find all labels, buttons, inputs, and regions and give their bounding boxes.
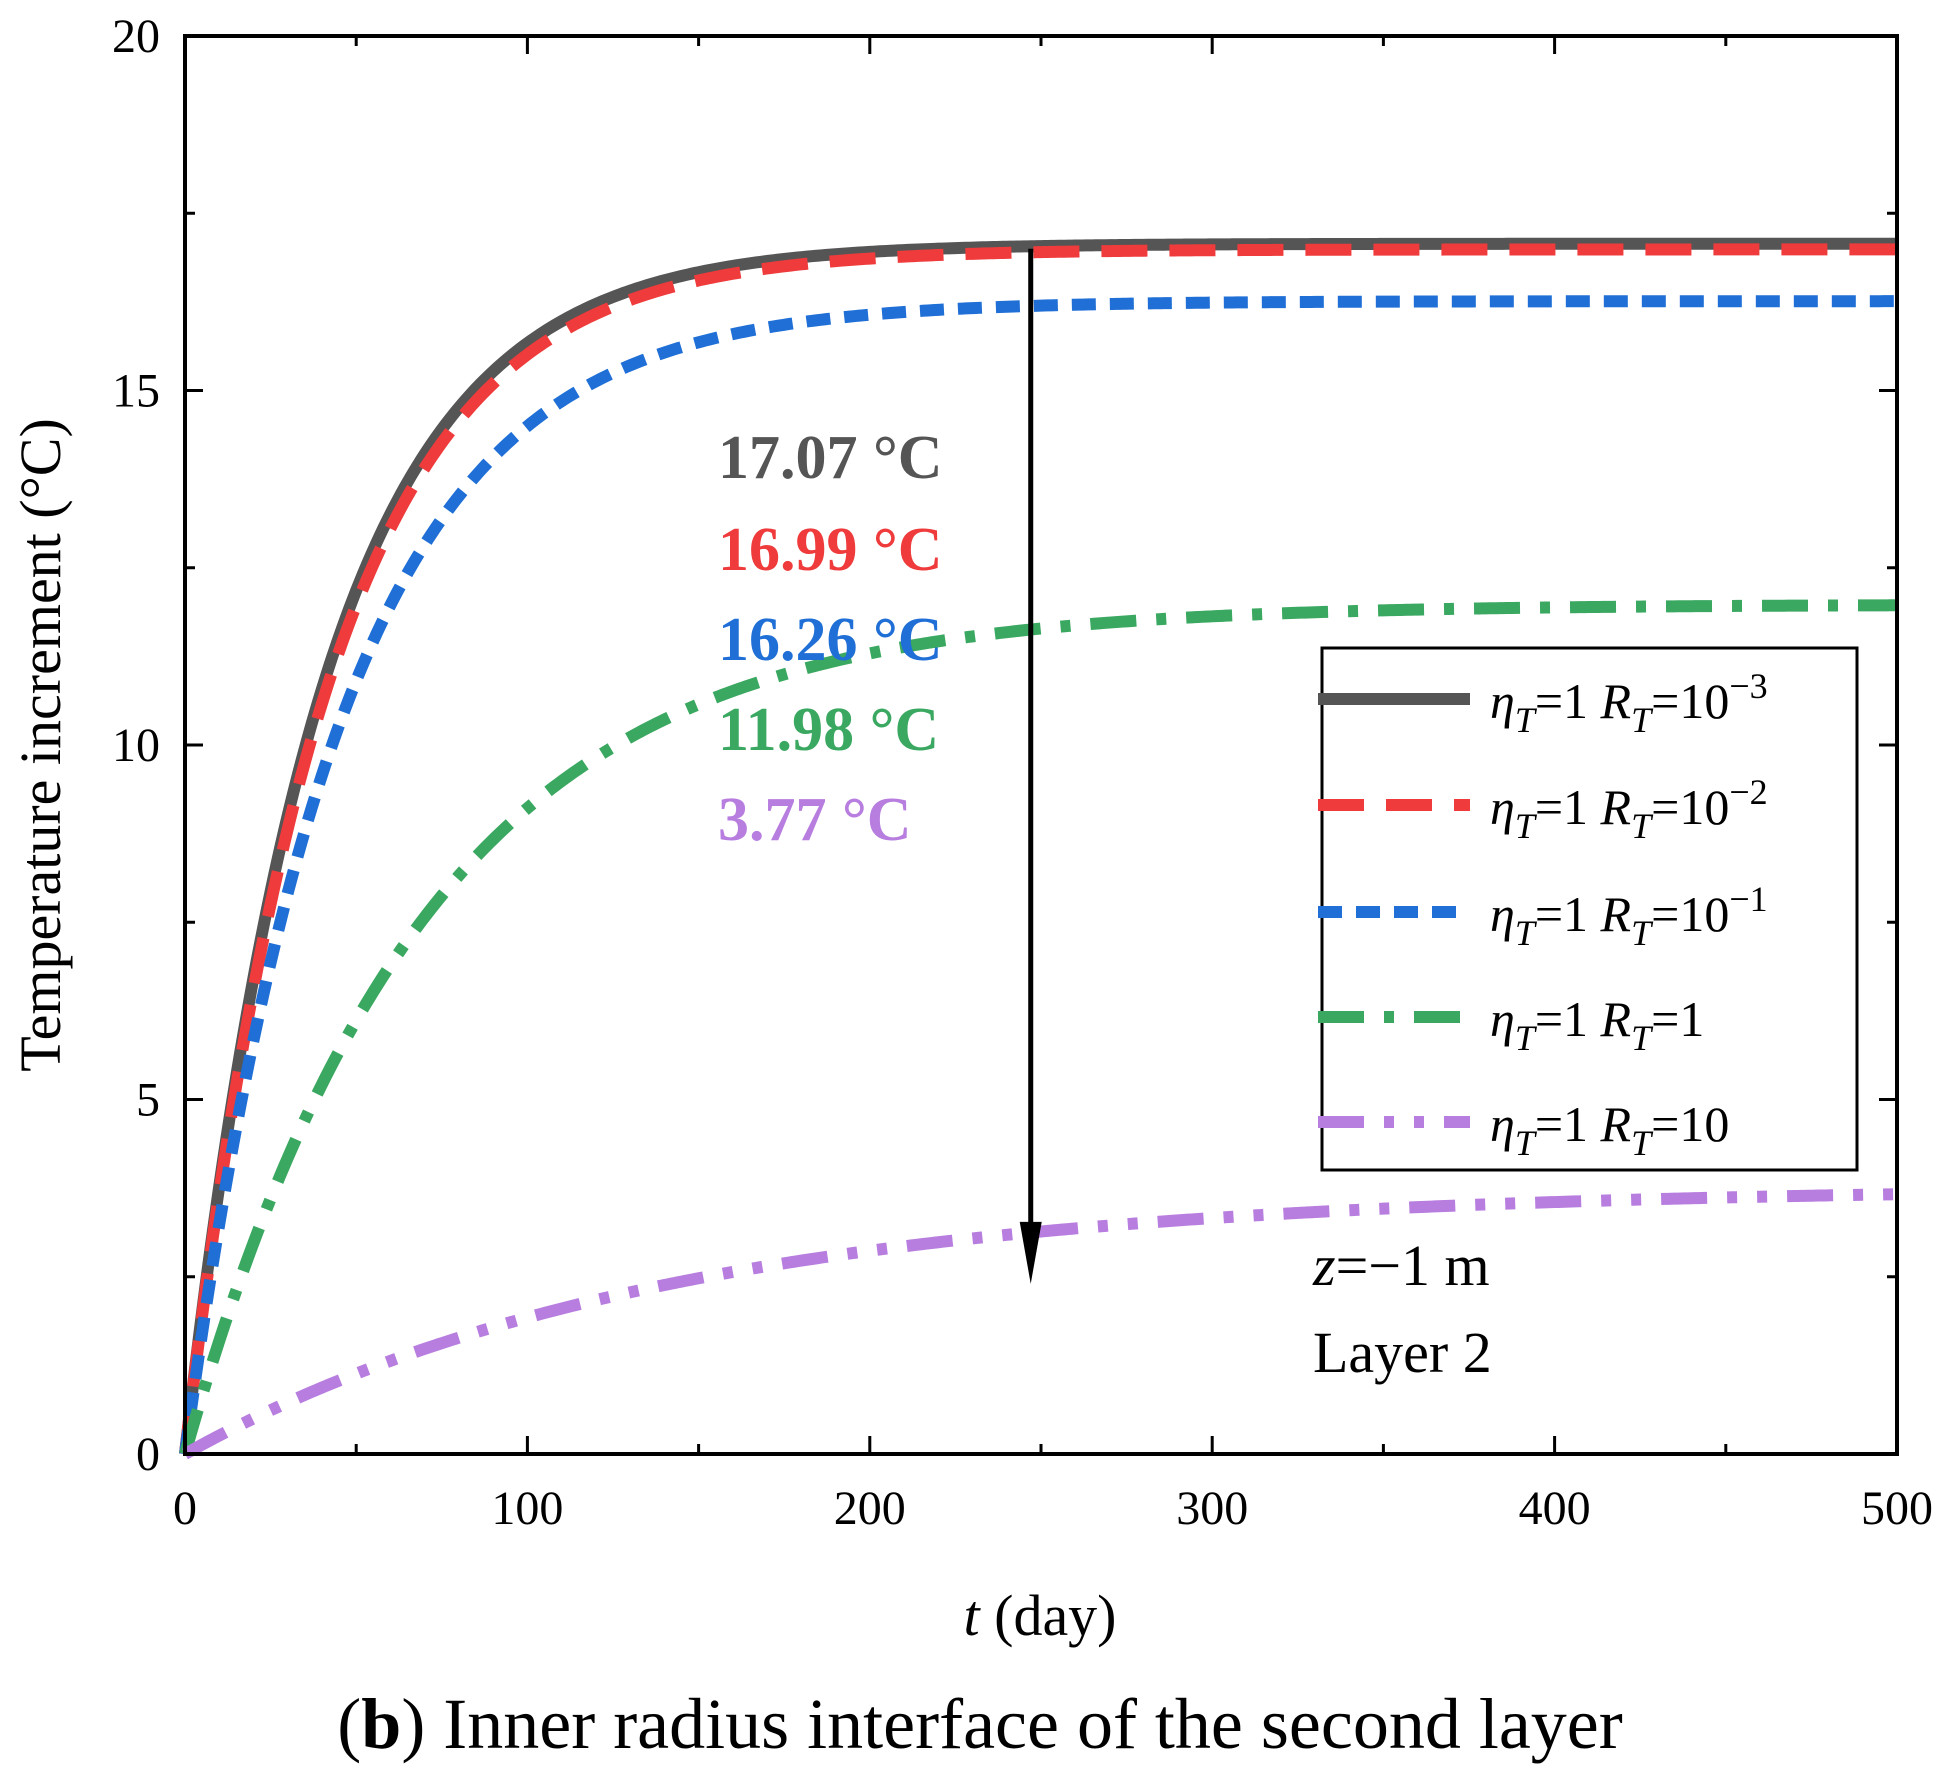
legend-label: ηT=1 RT=10 xyxy=(1490,1096,1729,1163)
y-tick-label: 0 xyxy=(136,1428,160,1481)
y-tick-label: 10 xyxy=(112,719,160,772)
legend-label: ηT=1 RT=1 xyxy=(1490,991,1704,1058)
legend-label: ηT=1 RT=10−1 xyxy=(1490,879,1768,953)
series-line-5 xyxy=(182,1188,1898,1460)
x-tick-label: 400 xyxy=(1519,1482,1591,1535)
x-tick-label: 500 xyxy=(1861,1482,1933,1535)
layer-label: Layer 2 xyxy=(1313,1320,1492,1385)
final-value-label: 16.99 °C xyxy=(718,516,943,584)
final-value-label: 16.26 °C xyxy=(718,606,943,674)
y-tick-label: 15 xyxy=(112,365,160,418)
y-tick-label: 5 xyxy=(136,1074,160,1127)
arrow-head xyxy=(1019,1221,1042,1284)
series-line-4 xyxy=(179,599,1898,1456)
final-value-label: 17.07 °C xyxy=(718,424,943,492)
final-value-label: 3.77 °C xyxy=(718,786,912,854)
trend-arrow xyxy=(1019,248,1042,1284)
figure-caption: (b) Inner radius interface of the second… xyxy=(337,1684,1622,1764)
x-tick-label: 0 xyxy=(173,1482,197,1535)
x-tick-label: 100 xyxy=(491,1482,563,1535)
final-value-label: 11.98 °C xyxy=(718,696,939,764)
y-axis-title: Temperature increment (°C) xyxy=(8,418,73,1072)
series-line-2 xyxy=(179,243,1897,1455)
series-curves xyxy=(179,237,1898,1460)
legend-label: ηT=1 RT=10−3 xyxy=(1490,666,1768,740)
y-tick-labels: 0 5 10 15 20 xyxy=(112,10,160,1481)
y-tick-label: 20 xyxy=(112,10,160,63)
x-tick-labels: 0 100 200 300 400 500 xyxy=(173,1482,1933,1535)
x-tick-label: 200 xyxy=(834,1482,906,1535)
x-axis-title: t (day) xyxy=(964,1583,1117,1648)
plot-frame xyxy=(183,34,1899,1456)
legend-label: ηT=1 RT=10−2 xyxy=(1490,772,1768,846)
depth-label: z=−1 m xyxy=(1312,1233,1490,1298)
final-value-labels: 17.07 °C 16.99 °C 16.26 °C 11.98 °C 3.77 °C xyxy=(718,424,943,854)
series-line-3 xyxy=(179,295,1897,1455)
legend: ηT=1 RT=10−3 ηT=1 RT=10−2 ηT=1 RT=10−1 ηT=1… xyxy=(1318,666,1768,1163)
x-tick-label: 300 xyxy=(1176,1482,1248,1535)
